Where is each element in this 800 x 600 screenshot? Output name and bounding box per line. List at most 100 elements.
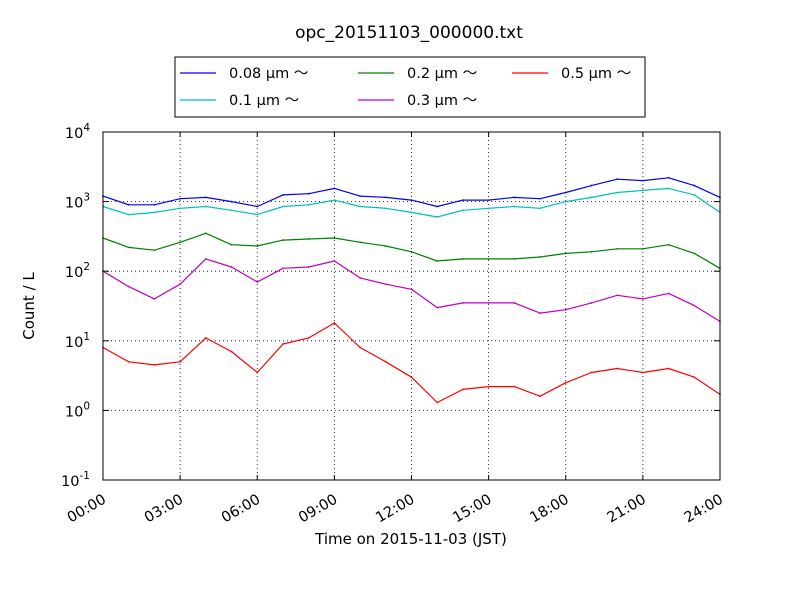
data-point xyxy=(179,241,182,244)
data-point xyxy=(127,246,130,249)
series-0 xyxy=(102,176,721,208)
x-tick-label: 21:00 xyxy=(605,492,649,527)
y-tick-base: 10 xyxy=(65,265,83,281)
data-point xyxy=(693,193,696,196)
data-point xyxy=(127,285,130,288)
data-point xyxy=(513,385,516,388)
data-point xyxy=(410,250,413,253)
y-tick-exponent: 2 xyxy=(83,261,90,273)
data-point xyxy=(153,203,156,206)
legend-item: 0.5 μm ～ xyxy=(512,66,631,82)
data-point xyxy=(436,306,439,309)
data-point xyxy=(462,258,464,260)
data-point xyxy=(230,243,233,246)
series-layer xyxy=(102,176,721,404)
data-point xyxy=(616,367,619,370)
data-point xyxy=(590,371,593,374)
data-point xyxy=(590,184,593,187)
legend-item: 0.1 μm ～ xyxy=(180,93,299,109)
legend-item: 0.3 μm ～ xyxy=(358,93,477,109)
data-point xyxy=(359,205,361,208)
data-point xyxy=(564,200,567,203)
data-point xyxy=(590,302,593,304)
data-point xyxy=(487,207,490,210)
legend-label: 0.08 μm ～ xyxy=(229,66,308,82)
data-point xyxy=(282,205,284,208)
data-point xyxy=(153,211,156,214)
y-tick-base: 10 xyxy=(65,196,83,212)
data-point xyxy=(564,308,567,311)
series-1 xyxy=(102,187,721,218)
data-point xyxy=(179,207,182,210)
data-point xyxy=(256,245,259,247)
data-point xyxy=(127,203,130,206)
y-tick-exponent: 0 xyxy=(83,400,90,412)
data-point xyxy=(641,189,644,192)
data-point xyxy=(153,249,156,252)
data-point xyxy=(462,388,464,391)
y-tick-base: 10 xyxy=(65,404,83,420)
data-point xyxy=(564,191,567,194)
data-point xyxy=(693,376,696,379)
x-tick-label: 00:00 xyxy=(65,492,109,527)
data-point xyxy=(539,207,541,210)
grid xyxy=(103,132,720,480)
data-point xyxy=(513,205,516,208)
data-point xyxy=(307,192,310,195)
legend-label: 0.5 μm ～ xyxy=(561,66,631,82)
data-point xyxy=(487,258,490,260)
data-point xyxy=(693,252,696,255)
data-point xyxy=(179,283,182,286)
y-tick-label: 101 xyxy=(65,331,90,351)
data-point xyxy=(204,337,207,339)
data-point xyxy=(410,376,413,379)
data-point xyxy=(230,200,233,203)
legend-item: 0.08 μm ～ xyxy=(180,66,308,82)
data-point xyxy=(513,258,516,260)
y-tick-label: 103 xyxy=(65,192,90,212)
data-point xyxy=(384,196,387,199)
legend-box xyxy=(174,56,646,118)
data-point xyxy=(282,239,284,241)
data-point xyxy=(384,245,387,247)
data-point xyxy=(204,258,207,260)
data-point xyxy=(616,294,619,297)
legend-label: 0.3 μm ～ xyxy=(407,93,477,109)
y-tick-label: 104 xyxy=(65,122,90,142)
data-point xyxy=(462,199,464,202)
data-point xyxy=(333,237,336,239)
x-tick-label: 12:00 xyxy=(373,492,417,527)
data-point xyxy=(384,360,387,363)
x-tick-label: 06:00 xyxy=(219,492,263,527)
data-point xyxy=(564,252,567,255)
legend-label: 0.1 μm ～ xyxy=(229,93,299,109)
data-point xyxy=(487,199,490,202)
data-point xyxy=(693,184,696,187)
data-point xyxy=(641,179,644,182)
data-point xyxy=(693,304,696,307)
data-point xyxy=(667,176,670,179)
series-line xyxy=(102,232,721,269)
series-line xyxy=(102,322,721,404)
y-tick-label: 10-1 xyxy=(61,470,90,490)
legend-item: 0.2 μm ～ xyxy=(358,66,477,82)
data-point xyxy=(333,260,336,262)
data-point xyxy=(590,196,593,199)
x-tick-label: 15:00 xyxy=(450,492,494,527)
y-tick-exponent: 4 xyxy=(83,122,90,134)
series-4 xyxy=(102,322,721,404)
data-point xyxy=(256,281,259,283)
data-point xyxy=(487,302,490,304)
y-tick-label: 100 xyxy=(65,400,90,420)
data-point xyxy=(282,193,284,196)
data-point xyxy=(641,247,644,250)
data-point xyxy=(256,213,259,216)
data-point xyxy=(307,337,310,339)
data-point xyxy=(153,297,156,300)
data-point xyxy=(153,364,156,366)
data-point xyxy=(333,322,336,324)
data-point xyxy=(359,241,361,244)
data-point xyxy=(667,187,670,190)
data-point xyxy=(410,288,413,291)
